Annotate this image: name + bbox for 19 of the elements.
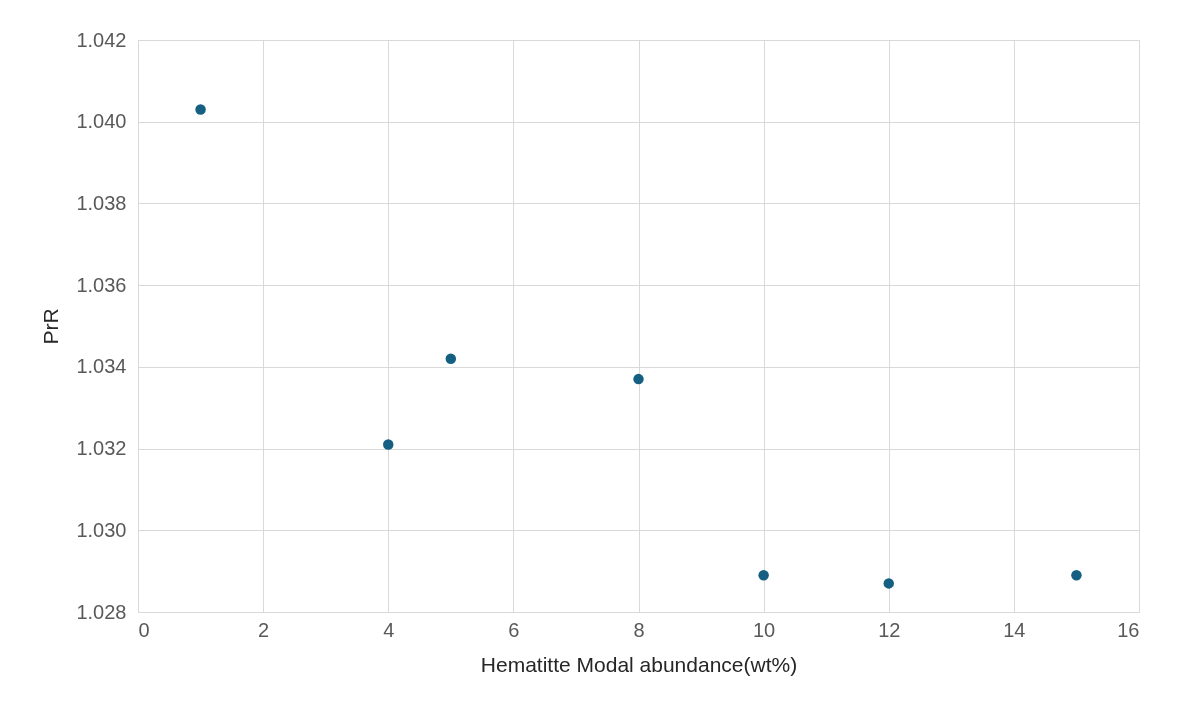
y-tick-label: 1.028 bbox=[76, 600, 127, 623]
y-tick-label: 1.032 bbox=[76, 437, 127, 460]
x-tick-label: 6 bbox=[508, 618, 520, 641]
x-tick-label: 4 bbox=[383, 618, 395, 641]
y-axis-title: PrR bbox=[39, 308, 63, 345]
x-tick-label: 12 bbox=[878, 618, 901, 641]
y-tick-label: 1.042 bbox=[76, 28, 127, 51]
x-axis-title: Hematitte Modal abundance(wt%) bbox=[480, 652, 798, 676]
x-tick-label: 0 bbox=[138, 618, 150, 641]
y-tick-label: 1.036 bbox=[76, 273, 127, 296]
x-tick-label: 16 bbox=[1117, 618, 1140, 641]
x-tick-label: 8 bbox=[633, 618, 645, 641]
y-tick-label: 1.040 bbox=[76, 110, 127, 133]
x-tick-label: 10 bbox=[753, 618, 776, 641]
x-tick-label: 2 bbox=[258, 618, 270, 641]
y-tick-label: 1.038 bbox=[76, 191, 127, 214]
y-tick-label: 1.034 bbox=[76, 355, 127, 378]
y-tick-label: 1.030 bbox=[76, 518, 127, 541]
x-tick-label: 14 bbox=[1003, 618, 1026, 641]
